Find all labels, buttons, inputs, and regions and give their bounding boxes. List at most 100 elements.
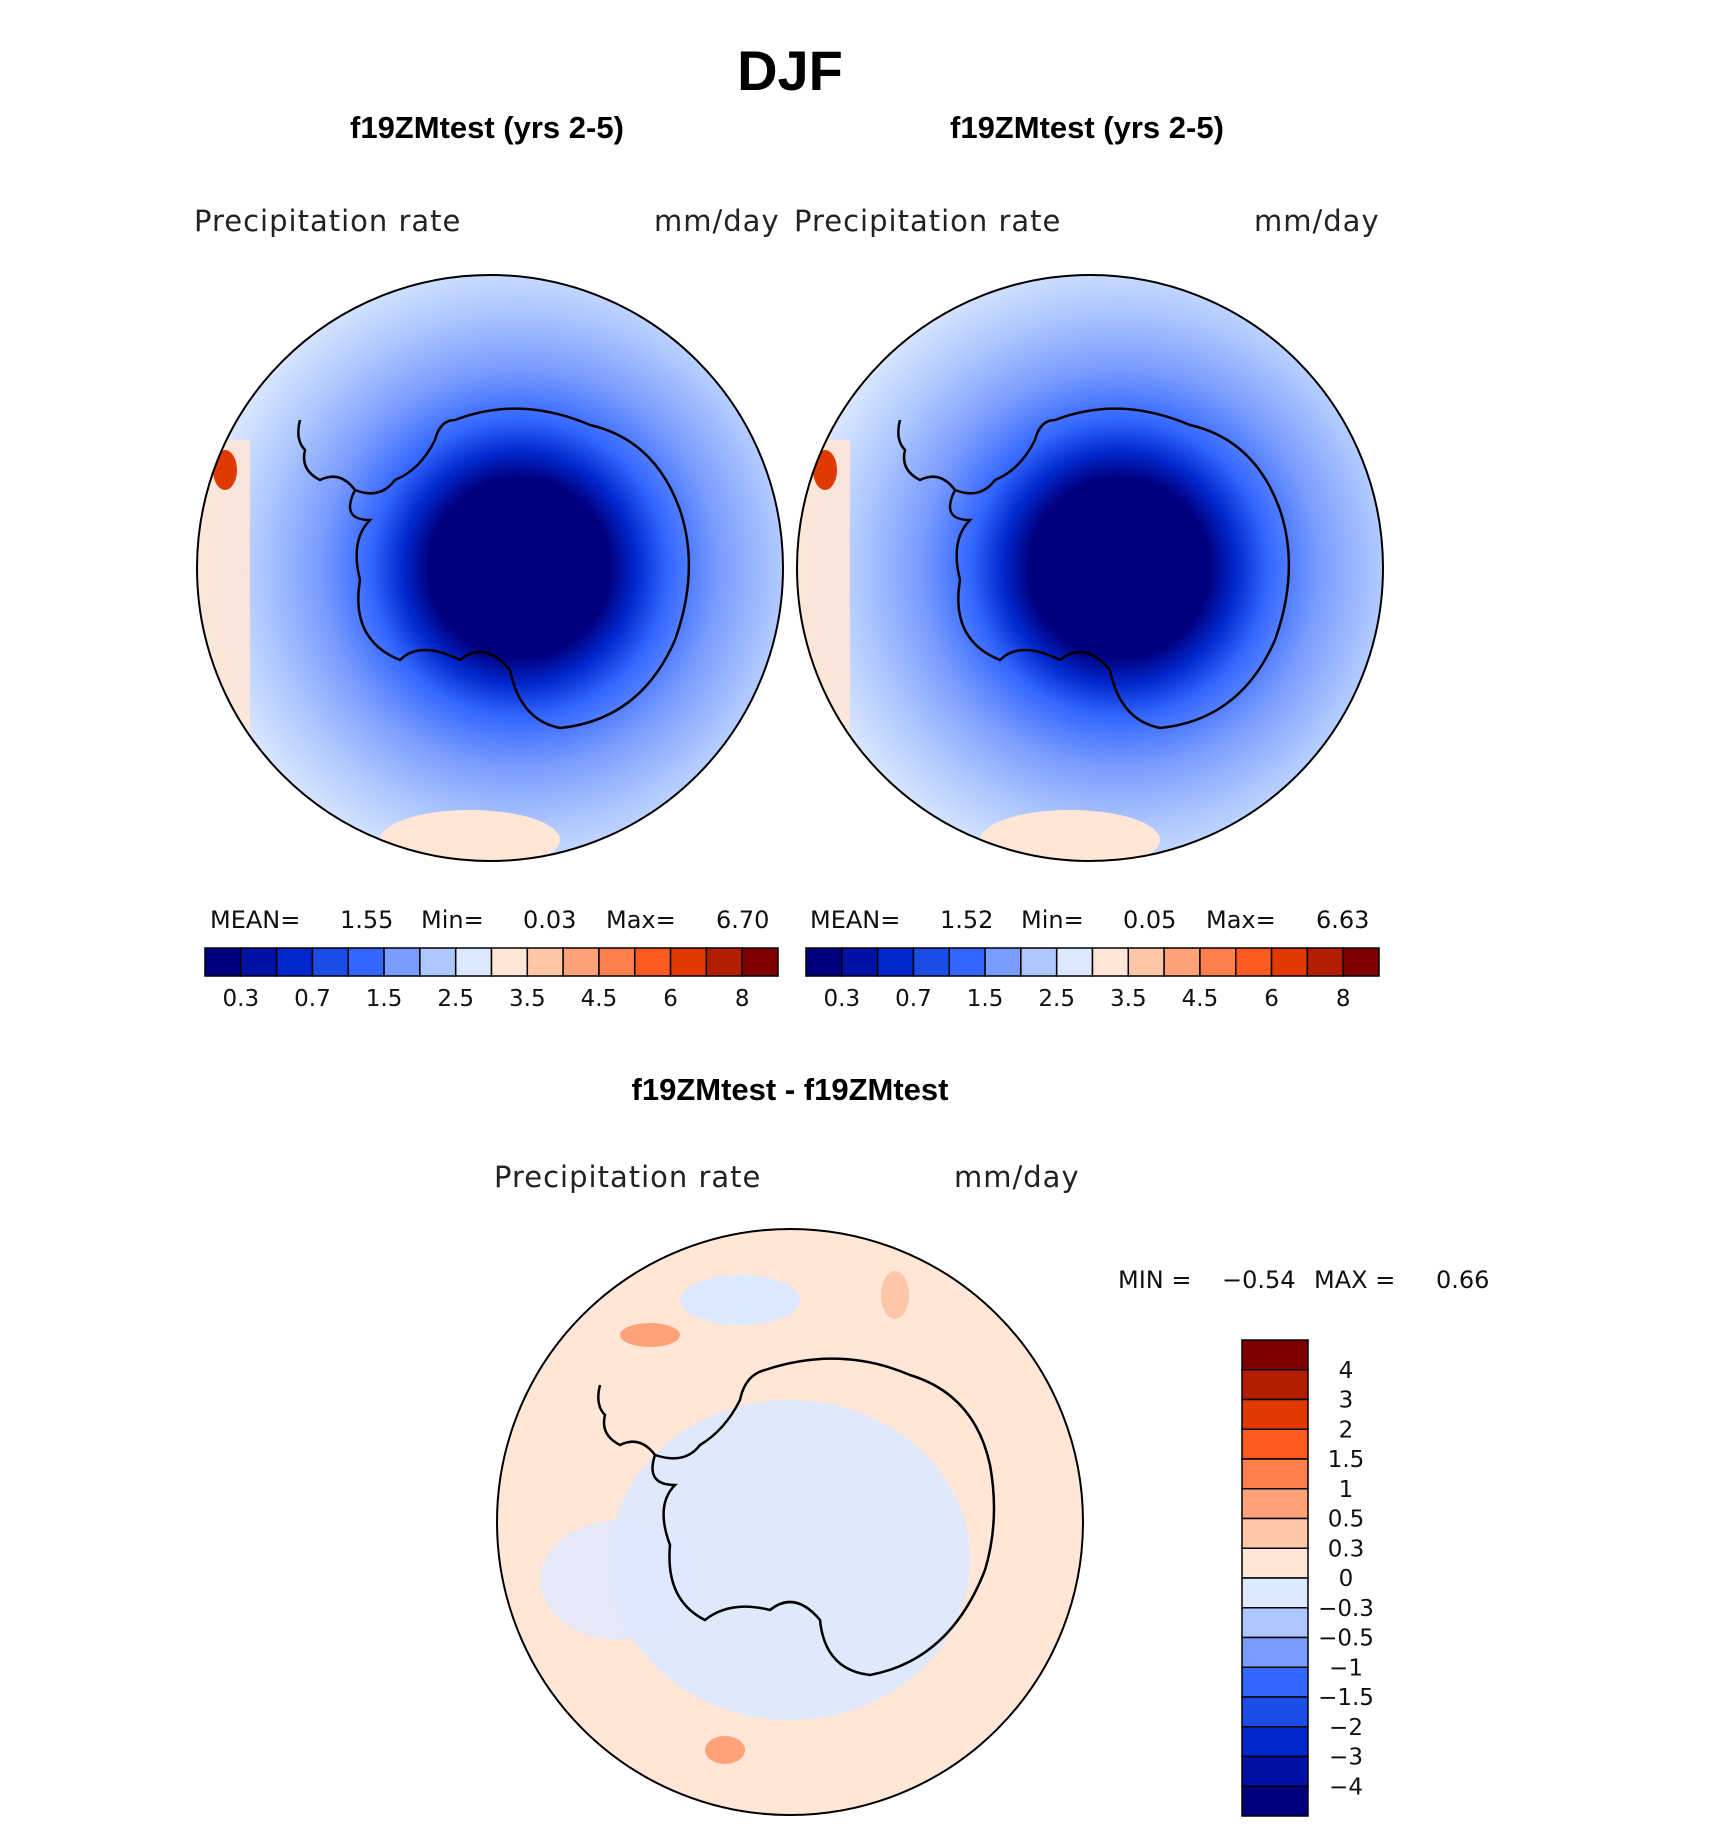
colorbar-right-tick-label: 2.5 xyxy=(1038,986,1075,1012)
colorbar-difference-tick-label: 2 xyxy=(1339,1417,1354,1443)
colorbar-left-tick-label: 2.5 xyxy=(437,986,474,1012)
colorbar-difference-swatch xyxy=(1241,1398,1309,1430)
coastline-left xyxy=(348,407,691,730)
min-value-left: 0.03 xyxy=(523,906,577,934)
colorbar-left: 0.3 0.7 1.5 2.5 3.5 4.5 6 8 xyxy=(204,947,779,1012)
colorbar-left-swatch xyxy=(562,947,600,977)
colorbar-difference-swatch xyxy=(1241,1607,1309,1639)
colorbar-left-tick-label: 1.5 xyxy=(366,986,403,1012)
colorbar-difference-swatch xyxy=(1241,1517,1309,1549)
colorbar-left-swatch xyxy=(669,947,708,977)
colorbar-difference-tick-label: −4 xyxy=(1329,1774,1363,1800)
mean-label-right: MEAN= xyxy=(810,906,901,934)
min-label-left: Min= xyxy=(421,906,484,934)
colorbar-right-swatch xyxy=(1163,947,1201,977)
colorbar-difference-swatch xyxy=(1241,1488,1309,1520)
max-label-right: Max= xyxy=(1206,906,1276,934)
colorbar-left-swatch xyxy=(634,947,672,977)
colorbar-left-swatch xyxy=(419,947,457,977)
colorbar-right-swatch xyxy=(1306,947,1344,977)
colorbar-left-tick-label: 3.5 xyxy=(509,986,546,1012)
variable-label-right: Precipitation rate xyxy=(794,204,1062,238)
diff-max-value: 0.66 xyxy=(1436,1266,1490,1294)
colorbar-left-swatch xyxy=(204,947,242,977)
colorbar-left-swatch xyxy=(240,947,278,977)
colorbar-right-tick-label: 8 xyxy=(1336,986,1351,1012)
colorbar-difference-swatch xyxy=(1241,1636,1309,1668)
peninsula-right xyxy=(897,419,956,491)
coastline-right xyxy=(948,407,1291,730)
panel-title-left: f19ZMtest (yrs 2-5) xyxy=(350,110,624,145)
colorbar-right-swatch xyxy=(1020,947,1058,977)
colorbar-difference-tick-label: 0.3 xyxy=(1328,1536,1365,1562)
colorbar-left-swatch xyxy=(526,947,564,977)
colorbar-left-swatch xyxy=(490,947,529,977)
difference-title: f19ZMtest - f19ZMtest xyxy=(631,1072,949,1107)
colorbar-right-swatch xyxy=(1091,947,1130,977)
colorbar-right-tick-label: 3.5 xyxy=(1110,986,1147,1012)
colorbar-right-swatch xyxy=(1235,947,1273,977)
colorbar-right-tick-label: 4.5 xyxy=(1182,986,1219,1012)
colorbar-right-swatch xyxy=(1270,947,1309,977)
colorbar-difference-tick-label: −1 xyxy=(1329,1655,1363,1681)
units-label-right: mm/day xyxy=(1254,204,1380,238)
colorbar-difference-swatch xyxy=(1241,1339,1309,1371)
colorbar-left-tick-label: 6 xyxy=(663,986,678,1012)
coastline-diff xyxy=(651,1357,996,1677)
units-label-left: mm/day xyxy=(654,204,780,238)
colorbar-right-tick-label: 0.3 xyxy=(824,986,861,1012)
colorbar-difference-tick-label: −2 xyxy=(1329,1715,1363,1741)
colorbar-left-swatch xyxy=(383,947,421,977)
colorbar-difference-swatch xyxy=(1241,1458,1309,1490)
peninsula-diff xyxy=(597,1384,656,1456)
colorbar-difference-swatch xyxy=(1241,1666,1309,1698)
colorbar-difference-swatch xyxy=(1241,1755,1309,1787)
colorbar-right-swatch xyxy=(1342,947,1380,977)
colorbar-difference-swatch xyxy=(1241,1547,1309,1579)
precip-field-right xyxy=(797,275,1383,861)
colorbar-left-swatch xyxy=(741,947,779,977)
colorbar-difference-swatch xyxy=(1241,1428,1309,1460)
colorbar-difference-tick-label: 1.5 xyxy=(1328,1447,1365,1473)
precip-field-left xyxy=(197,275,783,861)
colorbar-difference-tick-label: 0 xyxy=(1339,1566,1354,1592)
colorbar-difference-swatch xyxy=(1241,1696,1309,1728)
colorbar-right-swatch xyxy=(1199,947,1237,977)
colorbar-left-swatch xyxy=(454,947,493,977)
colorbar-left-tick-label: 0.7 xyxy=(294,986,331,1012)
colorbar-right-swatch xyxy=(876,947,915,977)
colorbar-difference-tick-label: −3 xyxy=(1329,1745,1363,1771)
colorbar-right-swatch xyxy=(805,947,843,977)
colorbar-difference-swatch xyxy=(1241,1726,1309,1758)
colorbar-right: 0.3 0.7 1.5 2.5 3.5 4.5 6 8 xyxy=(805,947,1380,1012)
min-label-right: Min= xyxy=(1021,906,1084,934)
colorbar-difference-tick-label: −0.3 xyxy=(1318,1596,1374,1622)
panel-title-right: f19ZMtest (yrs 2-5) xyxy=(950,110,1224,145)
mean-label-left: MEAN= xyxy=(210,906,301,934)
colorbar-difference: 4 3 2 1.5 1 0.5 0.3 0 −0.3 −0.5 −1 −1.5 −2 −3 −4 xyxy=(1241,1339,1374,1817)
colorbar-difference-tick-label: −0.5 xyxy=(1318,1626,1374,1652)
map-difference xyxy=(496,1228,1084,1816)
colorbar-difference-swatch xyxy=(1241,1785,1309,1817)
variable-label-diff: Precipitation rate xyxy=(494,1160,762,1194)
colorbar-right-tick-label: 1.5 xyxy=(967,986,1004,1012)
colorbar-difference-swatch xyxy=(1241,1577,1309,1609)
colorbar-left-tick-label: 0.3 xyxy=(223,986,260,1012)
colorbar-right-swatch xyxy=(912,947,950,977)
mean-value-left: 1.55 xyxy=(340,906,394,934)
peninsula-left xyxy=(297,419,356,491)
colorbar-right-swatch xyxy=(1055,947,1094,977)
colorbar-difference-tick-label: 4 xyxy=(1339,1358,1354,1384)
colorbar-difference-tick-label: 0.5 xyxy=(1328,1507,1365,1533)
diff-min-value: −0.54 xyxy=(1222,1266,1296,1294)
max-value-right: 6.63 xyxy=(1316,906,1370,934)
colorbar-difference-tick-label: 1 xyxy=(1339,1477,1354,1503)
colorbar-right-swatch xyxy=(1127,947,1165,977)
colorbar-left-swatch xyxy=(347,947,385,977)
mean-value-right: 1.52 xyxy=(940,906,994,934)
colorbar-right-swatch xyxy=(948,947,986,977)
colorbar-right-swatch xyxy=(841,947,879,977)
colorbar-right-swatch xyxy=(984,947,1022,977)
